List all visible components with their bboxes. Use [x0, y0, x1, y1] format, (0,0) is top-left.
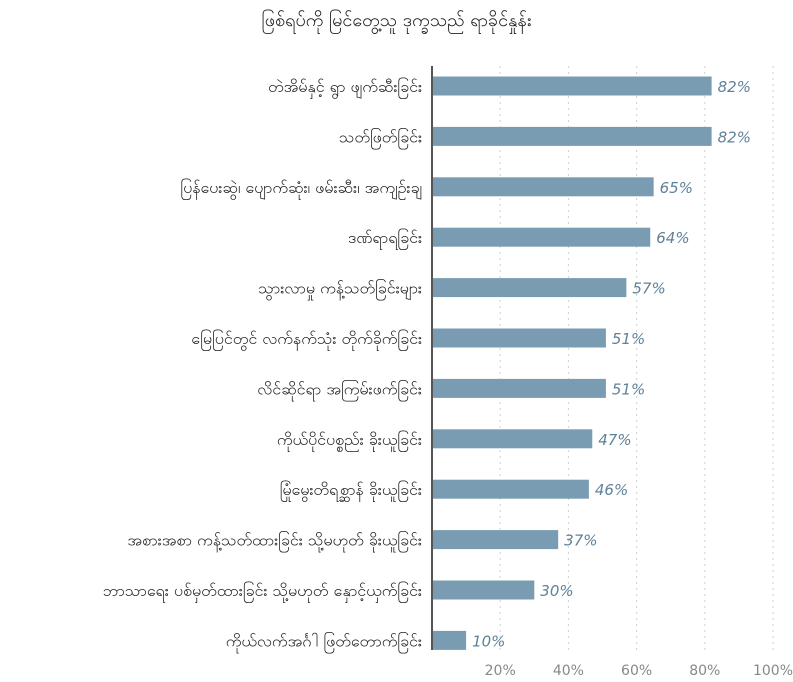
bar: [432, 429, 593, 449]
category-label: အစားအစာ ကန့်သတ်ထားခြင်း သို့မဟုတ် ခိုးယူ…: [127, 531, 422, 553]
data-label: 51%: [612, 330, 645, 348]
bar: [432, 126, 712, 146]
category-label: ကိုယ်ပိုင်ပစ္စည်း ခိုးယူခြင်း: [277, 430, 422, 452]
category-label: ဘာသာရေး ပစ်မှတ်ထားခြင်း သို့မဟုတ် နှောင့…: [103, 581, 422, 603]
data-label: 46%: [595, 481, 628, 499]
category-label: မြုံမွေးတိရစ္ဆာန် ခိုးယူခြင်း: [280, 480, 422, 502]
bar: [432, 177, 654, 197]
chart-title: ဖြစ်ရပ်ကို မြင်တွေ့သူ ဒုက္ခသည် ရာခိုင်နှ…: [261, 10, 532, 31]
data-label: 65%: [660, 179, 693, 197]
bar: [432, 479, 589, 499]
data-label: 10%: [472, 632, 505, 650]
data-label: 82%: [718, 128, 751, 146]
data-label: 82%: [718, 78, 751, 96]
data-label: 51%: [612, 380, 645, 398]
x-tick-label: 20%: [485, 663, 516, 679]
data-label: 47%: [598, 431, 631, 449]
category-label: တဲအိမ်နှင့် ရွာ ဖျက်ဆီးခြင်း: [268, 77, 422, 99]
x-tick-label: 40%: [553, 663, 584, 679]
bar: [432, 530, 559, 550]
bar: [432, 378, 606, 398]
value-labels: 82% 82% 65% 64% 57% 51% 51% 47% 46% 37% 30% 10%: [472, 78, 751, 650]
category-label: သတ်ဖြတ်ခြင်း: [339, 127, 422, 149]
x-tick-label: 100%: [753, 663, 793, 679]
gridlines: [499, 66, 774, 650]
bars: [432, 76, 712, 650]
bar: [432, 76, 712, 96]
category-label: လိင်ဆိုင်ရာ အကြမ်းဖက်ခြင်း: [257, 379, 422, 401]
category-label: ကိုယ်လက်အင်္ဂါ ဖြတ်တောက်ခြင်း: [226, 631, 422, 653]
data-label: 30%: [540, 582, 573, 600]
data-label: 37%: [564, 532, 597, 550]
data-label: 64%: [656, 229, 689, 247]
x-tick-label: 60%: [621, 663, 652, 679]
bar: [432, 278, 627, 298]
category-labels: တဲအိမ်နှင့် ရွာ ဖျက်ဆီးခြင်းသတ်ဖြတ်ခြင်း…: [103, 77, 422, 653]
category-label: ပြန်ပေးဆွဲ၊ ပျောက်ဆုံး၊ ဖမ်းဆီး၊ အကျဉ်းခ…: [180, 178, 422, 200]
category-label: သွားလာမှု ကန့်သတ်ခြင်းများ: [258, 279, 422, 301]
bar: [432, 328, 606, 348]
bar: [432, 227, 651, 247]
bar: [432, 630, 467, 650]
x-tick-labels: 20% 40% 60% 80% 100%: [485, 663, 793, 679]
category-label: ဒဏ်ရာရခြင်း: [348, 228, 422, 250]
category-label: မြေပြင်တွင် လက်နက်သုံး တိုက်ခိုက်ခြင်း: [191, 329, 422, 351]
data-label: 57%: [632, 280, 665, 298]
bar: [432, 580, 535, 600]
x-tick-label: 80%: [689, 663, 720, 679]
